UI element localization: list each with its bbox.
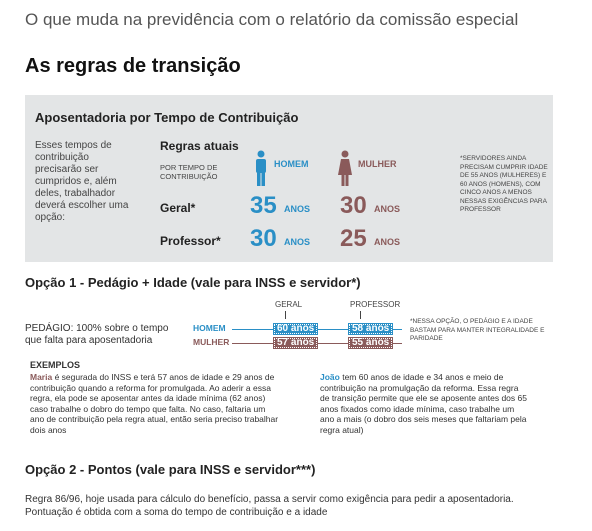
example-text: tem 60 anos de idade e 34 anos e meio de… xyxy=(320,372,527,435)
box-intro: Esses tempos de contribuição precisarão … xyxy=(35,140,129,223)
example: Maria é segurada do INSS e terá 57 anos … xyxy=(30,372,280,435)
option1-title: Opção 1 - Pedágio + Idade (vale para INS… xyxy=(25,275,361,290)
age-pill: 60 anos xyxy=(273,323,319,335)
column-label: GERAL xyxy=(275,300,303,309)
option2-text: Regra 86/96, hoje usada para cálculo do … xyxy=(25,494,514,518)
years-value: 35 xyxy=(250,192,277,219)
example-name: João xyxy=(320,372,340,382)
rules-title: Regras atuais xyxy=(160,139,239,153)
woman-icon xyxy=(338,150,352,186)
rules-box xyxy=(25,95,553,262)
age-pill: 58 anos xyxy=(348,323,394,335)
example-name: Maria xyxy=(30,372,53,382)
column-tick xyxy=(285,311,286,319)
years-unit: ANOS xyxy=(284,204,311,214)
row-label: HOMEM xyxy=(193,323,226,333)
box-note: *SERVIDORES AINDA PRECISAM CUMPRIR IDADE… xyxy=(460,155,548,213)
box-title: Aposentadoria por Tempo de Contribuição xyxy=(35,110,299,125)
age-pill: 55 anos xyxy=(348,337,394,349)
column-label: PROFESSOR xyxy=(350,300,401,309)
years-unit: ANOS xyxy=(284,237,311,247)
examples-title: EXEMPLOS xyxy=(30,360,81,370)
row-label: Geral* xyxy=(160,201,196,215)
by-time: POR TEMPO DE CONTRIBUIÇÃO xyxy=(160,163,218,181)
years-value: 30 xyxy=(250,225,277,252)
title: As regras de transição xyxy=(25,55,241,77)
example: João tem 60 anos de idade e 34 anos e me… xyxy=(320,372,530,435)
row-label: Professor* xyxy=(160,234,221,248)
option1-note: *NESSA OPÇÃO, O PEDÁGIO E A IDADE BASTAM… xyxy=(410,318,545,342)
option1-text: PEDÁGIO: 100% sobre o tempo que falta pa… xyxy=(25,323,169,346)
example-text: é segurada do INSS e terá 57 anos de ida… xyxy=(30,372,279,435)
column-tick xyxy=(360,311,361,319)
kicker: O que muda na previdência com o relatóri… xyxy=(25,10,519,29)
option2-title: Opção 2 - Pontos (vale para INSS e servi… xyxy=(25,462,316,477)
men-label: HOMEM xyxy=(274,159,309,169)
years-value: 25 xyxy=(340,225,367,252)
years-unit: ANOS xyxy=(374,237,401,247)
age-pill: 57 anos xyxy=(273,337,319,349)
row-label: MULHER xyxy=(193,337,230,347)
man-icon xyxy=(256,150,266,186)
years-unit: ANOS xyxy=(374,204,401,214)
women-label: MULHER xyxy=(358,159,397,169)
years-value: 30 xyxy=(340,192,367,219)
